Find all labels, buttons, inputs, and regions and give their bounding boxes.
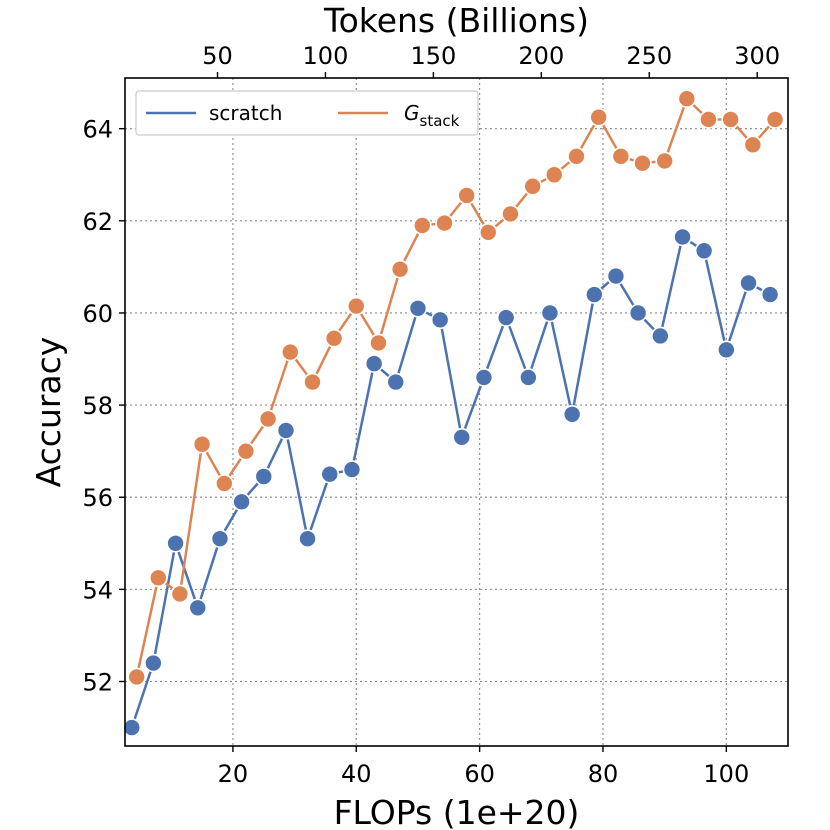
data-point — [519, 368, 538, 387]
data-point — [386, 372, 406, 392]
x-tick-label: 20 — [218, 760, 249, 788]
data-point — [258, 409, 278, 429]
top-x-tick-label: 200 — [518, 42, 564, 70]
data-point — [342, 460, 362, 479]
top-x-tick-label: 50 — [202, 42, 233, 70]
x-tick-label: 100 — [703, 760, 749, 788]
legend: scratch Gstack — [135, 90, 479, 136]
data-point — [717, 340, 736, 360]
series-layer — [122, 89, 785, 737]
y-tick-label: 64 — [82, 116, 113, 144]
series-gstack — [127, 89, 785, 687]
data-point — [501, 204, 520, 224]
ticks-layer: 20 40 60 80 100 52 54 56 58 60 62 64 50 100 150 200 250 3… — [82, 42, 780, 788]
data-point — [236, 441, 256, 461]
data-point — [496, 308, 516, 327]
x-tick-label: 60 — [464, 760, 495, 788]
data-point — [320, 464, 340, 484]
data-point — [694, 241, 714, 261]
legend-label-gstack: Gstack — [404, 101, 460, 130]
legend-label-gstack-main: G — [404, 101, 420, 125]
x-tick-label: 40 — [341, 760, 372, 788]
data-point — [721, 110, 740, 129]
data-point — [210, 529, 230, 548]
data-point — [430, 310, 450, 330]
data-point — [280, 342, 300, 362]
data-point — [192, 434, 212, 454]
x-tick-label: 80 — [588, 760, 619, 788]
data-point — [144, 653, 163, 673]
y-tick-label: 56 — [82, 484, 113, 512]
y-tick-label: 62 — [82, 208, 113, 236]
data-point — [214, 474, 234, 493]
data-point — [408, 299, 428, 318]
data-point — [567, 147, 586, 166]
data-point — [544, 165, 564, 185]
data-point — [606, 266, 626, 286]
data-point — [651, 326, 670, 346]
data-point — [585, 285, 604, 304]
data-point — [452, 428, 472, 447]
data-point — [324, 328, 344, 348]
data-point — [122, 718, 142, 737]
data-point — [346, 296, 366, 316]
top-x-tick-label: 250 — [626, 42, 672, 70]
data-point — [739, 273, 758, 293]
data-point — [298, 529, 317, 548]
data-point — [166, 533, 185, 553]
data-point — [303, 372, 322, 392]
data-point — [474, 368, 494, 387]
legend-label-scratch: scratch — [209, 101, 282, 125]
data-point — [188, 598, 208, 618]
data-point — [633, 153, 652, 173]
data-point — [412, 216, 432, 235]
data-point — [457, 186, 476, 205]
y-axis-label: Accuracy — [29, 337, 68, 488]
data-point — [540, 303, 560, 323]
top-x-tick-label: 100 — [303, 42, 349, 70]
y-tick-label: 58 — [82, 392, 113, 420]
series-scratch — [122, 227, 780, 737]
data-point — [611, 147, 631, 166]
top-x-tick-label: 300 — [734, 42, 780, 70]
data-point — [562, 405, 582, 424]
data-point — [699, 110, 718, 129]
data-point — [589, 107, 608, 127]
data-point — [760, 285, 780, 304]
top-x-tick-label: 150 — [410, 42, 456, 70]
data-point — [435, 213, 454, 233]
data-point — [170, 584, 190, 604]
data-point — [655, 151, 674, 171]
data-point — [276, 421, 296, 440]
data-point — [628, 303, 648, 323]
top-x-axis-label: Tokens (Billions) — [323, 1, 589, 40]
data-point — [254, 467, 274, 486]
x-axis-label: FLOPs (1e+20) — [334, 793, 580, 830]
data-point — [127, 667, 147, 687]
data-point — [364, 354, 384, 373]
data-point — [478, 223, 498, 242]
data-point — [369, 333, 388, 353]
data-point — [677, 89, 697, 109]
legend-label-gstack-subscript: stack — [420, 112, 460, 130]
data-point — [673, 227, 692, 247]
data-point — [523, 176, 542, 196]
y-tick-label: 52 — [82, 669, 113, 697]
legend-box — [135, 90, 479, 136]
plot-frame — [124, 77, 789, 747]
data-point — [232, 492, 251, 512]
data-point — [743, 135, 763, 155]
y-tick-label: 54 — [82, 576, 113, 604]
gridlines — [125, 78, 788, 746]
data-point — [149, 568, 168, 588]
data-point — [390, 259, 410, 279]
data-point — [765, 110, 785, 129]
y-tick-label: 60 — [82, 300, 113, 328]
